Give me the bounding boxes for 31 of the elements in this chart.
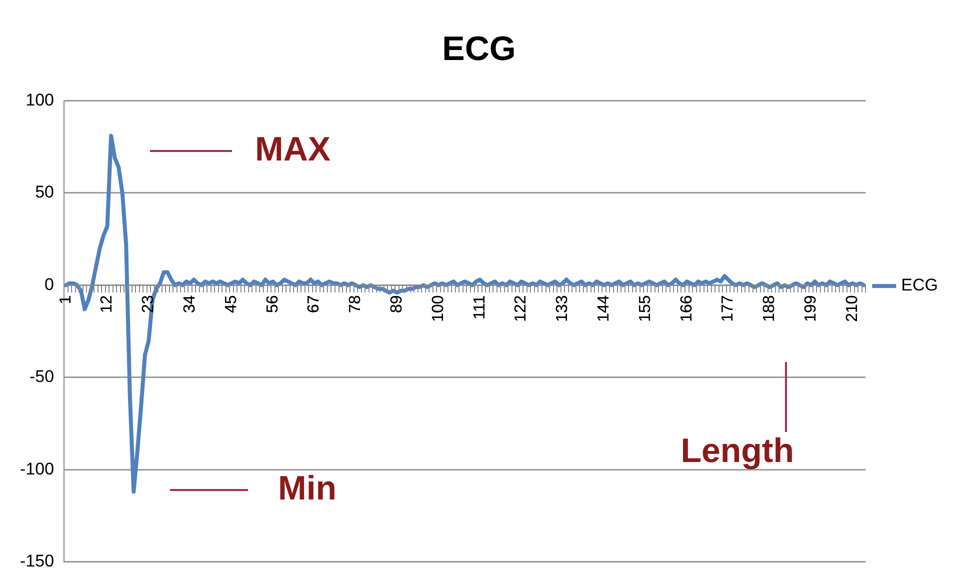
y-tick-label: -100 (20, 459, 54, 478)
x-tick-label: 1 (57, 295, 74, 304)
x-tick-label: 78 (347, 295, 364, 313)
x-tick-label: 100 (430, 295, 447, 322)
x-tick-label: 177 (720, 295, 737, 322)
x-tick-label: 89 (388, 295, 406, 313)
x-tick-label: 199 (802, 295, 820, 322)
y-tick-label: -150 (20, 551, 54, 570)
x-tick-label: 12 (98, 295, 116, 313)
x-tick-label: 144 (596, 295, 612, 322)
x-tick-label: 133 (554, 295, 572, 322)
x-tick-label: 56 (264, 295, 282, 313)
chart-title: ECG (442, 30, 516, 68)
annotation: Length (680, 432, 794, 470)
x-tick-label: 122 (512, 295, 530, 322)
y-tick-label: 100 (26, 90, 54, 110)
x-tick-label: 67 (306, 295, 323, 313)
y-tick-label: 50 (35, 182, 54, 202)
x-tick-label: 210 (844, 295, 861, 322)
x-tick-label: 45 (222, 295, 240, 313)
x-tick-label: 188 (761, 295, 778, 322)
y-tick-label: 0 (44, 274, 54, 294)
legend-label: ECG (901, 276, 938, 295)
y-tick-label: -50 (29, 367, 54, 386)
x-tick-label: 34 (182, 295, 199, 313)
x-tick-label: 23 (140, 295, 158, 313)
annotation: Min (278, 469, 337, 508)
x-tick-label: 111 (471, 295, 488, 320)
x-tick-label: 155 (636, 295, 654, 322)
x-tick-label: 166 (678, 295, 696, 322)
annotation: MAX (255, 130, 331, 168)
